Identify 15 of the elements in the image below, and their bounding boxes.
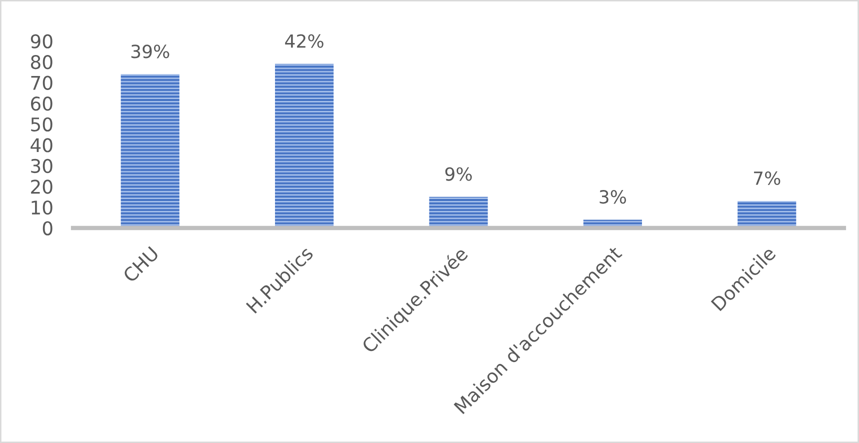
annotation: 39% [131, 44, 170, 58]
y-tick-label: 20 [31, 180, 52, 194]
annotation: 7% [754, 171, 780, 186]
y-tick-label: 70 [31, 76, 52, 90]
y-tick-label: 90 [30, 34, 52, 48]
y-tick-label: 0 [42, 221, 52, 236]
y-tick-label: 50 [31, 117, 52, 132]
annotation: 42% [285, 34, 324, 48]
y-tick-label: 80 [30, 55, 52, 70]
y-tick-label: 30 [31, 158, 52, 174]
annotation: 3% [600, 190, 626, 204]
annotation: 9% [445, 167, 472, 181]
y-tick-label: 10 [32, 200, 52, 215]
y-tick-label: 40 [30, 138, 52, 152]
y-tick-label: 60 [31, 96, 52, 111]
